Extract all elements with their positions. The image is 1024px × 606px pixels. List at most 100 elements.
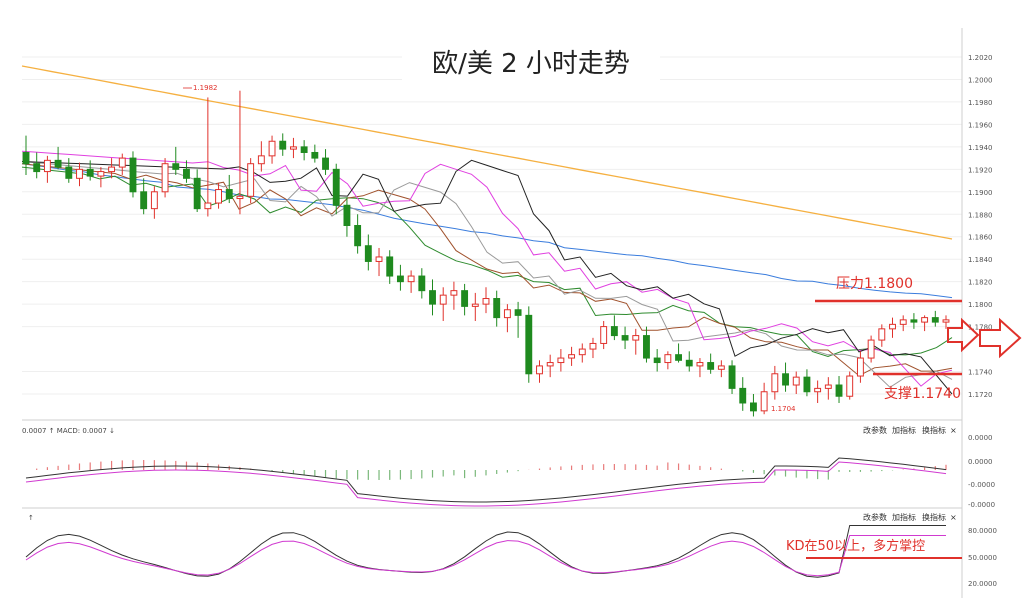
candle-body	[140, 191, 148, 210]
candle-body	[236, 195, 244, 200]
candle-body	[867, 339, 875, 359]
macd-header: 0.0007 ↑ MACD: 0.0007 ↓	[22, 427, 115, 435]
candle-body	[771, 373, 779, 393]
macd-tick-label: 0.0000	[968, 458, 993, 466]
panel-button[interactable]: 加指标	[892, 512, 916, 522]
panel-button[interactable]: 加指标	[892, 425, 916, 435]
candle-body	[782, 373, 789, 386]
kd-axis: 80.0000 50.0000 20.0000	[968, 527, 997, 588]
candle-body	[257, 155, 265, 165]
ma-line	[21, 163, 953, 299]
candle-body	[471, 303, 479, 307]
price-tick-label: 1.1720	[968, 391, 993, 399]
macd-tick-label: 0.0000	[968, 434, 993, 442]
candle-body	[942, 319, 950, 323]
candle-body	[889, 323, 896, 330]
macd-dea-line	[25, 461, 947, 507]
kd-tick-label: 50.0000	[968, 554, 997, 562]
candle-body	[643, 335, 650, 359]
candle-body	[750, 402, 757, 412]
candle-body	[129, 157, 137, 193]
ma-line	[21, 163, 953, 377]
candle-body	[86, 168, 94, 177]
panel-button[interactable]: ×	[950, 513, 957, 522]
panel-button[interactable]: 换指标	[922, 512, 946, 522]
candle-body	[418, 275, 426, 292]
candle-body	[632, 335, 640, 341]
candle-body	[268, 140, 276, 157]
price-panel	[22, 28, 962, 420]
candle-body	[899, 319, 907, 325]
candle-body	[225, 189, 233, 200]
right-arrow-icon	[947, 317, 1022, 359]
ma-line	[21, 65, 953, 240]
price-tick-label: 1.1800	[968, 301, 993, 309]
price-tick-label: 1.1900	[968, 189, 993, 197]
candle-body	[610, 326, 618, 337]
price-tick-label: 1.1880	[968, 211, 993, 219]
candle-body	[546, 362, 554, 367]
price-tick-label: 1.1840	[968, 256, 993, 264]
candle-body	[589, 342, 597, 350]
candle-body	[525, 314, 533, 375]
candle-body	[322, 157, 329, 170]
candle-body	[290, 146, 297, 150]
candle-body	[43, 159, 51, 173]
candle-body	[910, 319, 918, 323]
candle-body	[396, 275, 404, 283]
price-tick-label: 1.1820	[968, 279, 993, 287]
candle-body	[685, 359, 693, 367]
price-tick-label: 1.2020	[968, 54, 993, 62]
candle-body	[161, 163, 169, 193]
kd-lines	[25, 525, 946, 578]
candle-body	[375, 256, 383, 262]
macd-tick-label: -0.0000	[968, 501, 995, 509]
candle-body	[193, 177, 201, 210]
kd-buttons: 改参数 加指标 换指标 ×	[863, 512, 957, 522]
support-label: 支撑1.1740	[884, 386, 961, 402]
candle-body	[247, 163, 255, 197]
price-tick-label: 1.1980	[968, 99, 993, 107]
macd-buttons: 改参数 加指标 换指标 ×	[863, 425, 957, 435]
candle-body	[514, 309, 522, 316]
candle-body	[921, 317, 929, 323]
price-tick-label: 1.1960	[968, 121, 993, 129]
candle-body	[835, 384, 843, 397]
panel-button[interactable]: ×	[950, 426, 957, 435]
candle-body	[803, 376, 811, 393]
candle-body	[568, 354, 576, 359]
candle-body	[450, 290, 458, 296]
candle-body	[407, 275, 415, 283]
kd-tick-label: 20.0000	[968, 580, 997, 588]
candle-body	[33, 163, 41, 173]
candles	[22, 90, 950, 417]
price-axis: 1.2020 1.2000 1.1980 1.1960 1.1940 1.1920 1.19…	[968, 54, 993, 399]
candle-body	[386, 256, 394, 277]
candle-body	[108, 166, 116, 173]
candle-body	[204, 202, 212, 210]
candle-body	[760, 391, 768, 412]
panel-button[interactable]: 换指标	[922, 425, 946, 435]
candle-body	[931, 317, 939, 323]
candle-body	[215, 189, 222, 204]
candle-body	[300, 146, 308, 153]
price-tick-label: 1.2000	[968, 76, 993, 84]
panel-button[interactable]: 改参数	[863, 425, 887, 435]
candle-body	[332, 168, 340, 206]
kd-d-line	[25, 535, 946, 577]
kd-annotation: KD在50以上，多方掌控	[786, 538, 925, 554]
candle-body	[878, 328, 886, 341]
candle-body	[653, 357, 661, 364]
candle-body	[728, 365, 736, 389]
candle-body	[856, 357, 864, 377]
candle-body	[22, 151, 30, 165]
panel-button[interactable]: 改参数	[863, 512, 887, 522]
candle-body	[814, 387, 822, 393]
candle-body	[343, 204, 351, 226]
candle-body	[503, 309, 511, 319]
candle-body	[600, 326, 608, 344]
candle-body	[707, 362, 715, 370]
candle-body	[183, 168, 190, 179]
candle-body	[118, 157, 126, 168]
macd-axis: 0.0000 0.0000 -0.0000 -0.0000	[968, 434, 995, 509]
